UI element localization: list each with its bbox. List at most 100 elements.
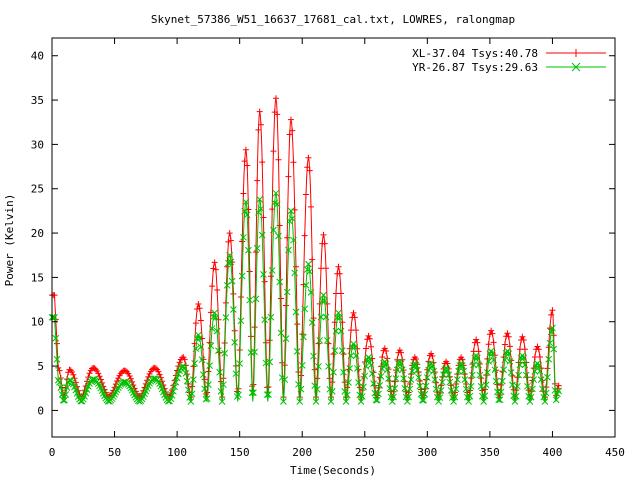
data-point xyxy=(535,346,542,353)
data-point xyxy=(396,347,403,354)
data-point xyxy=(524,374,531,381)
data-point xyxy=(53,355,61,363)
data-point xyxy=(383,366,391,374)
data-point xyxy=(540,388,547,395)
data-point xyxy=(290,159,297,166)
data-point xyxy=(272,189,280,197)
legend-label: XL-37.04 Tsys:40.78 xyxy=(412,47,538,60)
data-point xyxy=(241,158,248,165)
data-point xyxy=(381,358,389,365)
data-point xyxy=(211,259,218,266)
data-point xyxy=(244,162,251,169)
x-tick-label: 300 xyxy=(417,446,437,459)
data-point xyxy=(196,305,203,312)
data-point xyxy=(491,366,499,374)
data-point xyxy=(317,313,325,321)
data-point xyxy=(308,319,316,326)
data-point xyxy=(321,297,329,305)
data-point xyxy=(353,327,360,334)
data-point xyxy=(240,233,247,241)
y-tick-label: 5 xyxy=(37,360,44,373)
data-point xyxy=(91,365,98,372)
data-point xyxy=(554,385,561,392)
data-point xyxy=(254,177,261,184)
data-point xyxy=(182,370,190,377)
data-point xyxy=(425,366,432,374)
data-point xyxy=(246,296,254,304)
y-tick-label: 20 xyxy=(31,227,44,240)
data-point xyxy=(476,371,484,379)
data-point xyxy=(188,390,196,398)
data-point xyxy=(323,337,331,344)
data-point xyxy=(446,378,454,386)
data-point xyxy=(242,146,249,153)
data-point xyxy=(251,348,259,356)
data-point xyxy=(500,366,508,374)
data-point xyxy=(146,370,153,377)
data-point xyxy=(459,356,466,363)
data-point xyxy=(350,309,357,316)
data-point xyxy=(357,398,365,405)
data-point xyxy=(511,398,519,405)
data-point xyxy=(257,121,264,128)
data-point xyxy=(444,360,451,367)
data-point xyxy=(317,265,324,272)
data-point xyxy=(304,164,311,171)
data-point xyxy=(358,393,366,400)
data-point xyxy=(301,232,308,239)
data-point xyxy=(226,251,234,259)
data-point xyxy=(190,376,197,383)
data-point xyxy=(470,361,477,369)
data-point xyxy=(313,385,321,393)
data-point xyxy=(415,374,422,381)
data-point xyxy=(54,376,62,384)
data-point xyxy=(218,398,226,405)
series-line xyxy=(52,98,560,400)
data-point xyxy=(541,398,549,405)
data-point xyxy=(255,208,262,216)
data-point xyxy=(486,331,493,338)
data-point xyxy=(455,367,462,375)
data-point xyxy=(526,398,534,405)
data-point xyxy=(421,390,429,398)
data-point xyxy=(227,258,235,266)
data-point xyxy=(378,365,386,373)
data-point xyxy=(266,337,273,344)
data-point xyxy=(285,246,292,254)
y-tick-label: 15 xyxy=(31,271,44,284)
series-layer xyxy=(48,95,563,405)
data-point xyxy=(286,131,293,138)
data-point xyxy=(108,395,116,402)
data-point xyxy=(332,327,340,335)
data-point xyxy=(201,376,208,383)
data-point xyxy=(536,353,543,360)
data-point xyxy=(240,190,247,197)
x-axis-label: Time(Seconds) xyxy=(290,464,376,477)
data-point xyxy=(250,389,257,396)
data-point xyxy=(302,281,310,289)
data-point xyxy=(398,349,405,356)
y-tick-label: 10 xyxy=(31,316,44,329)
data-point xyxy=(291,269,299,277)
data-point xyxy=(322,313,330,321)
data-point xyxy=(405,393,412,401)
data-point xyxy=(205,381,212,389)
data-point xyxy=(325,363,332,370)
data-point xyxy=(490,356,497,364)
data-point xyxy=(212,266,219,273)
y-tick-label: 30 xyxy=(31,138,44,151)
data-point xyxy=(363,345,370,352)
data-point xyxy=(260,271,267,278)
data-point xyxy=(429,352,436,359)
data-point xyxy=(51,313,58,321)
x-tick-label: 400 xyxy=(543,446,563,459)
data-point xyxy=(545,344,552,351)
data-point xyxy=(484,369,491,376)
data-point xyxy=(481,386,488,393)
data-point xyxy=(391,385,399,392)
legend-marker xyxy=(572,49,580,57)
data-point xyxy=(428,362,436,369)
data-point xyxy=(261,316,269,324)
data-point xyxy=(489,330,496,337)
data-point xyxy=(242,198,250,206)
